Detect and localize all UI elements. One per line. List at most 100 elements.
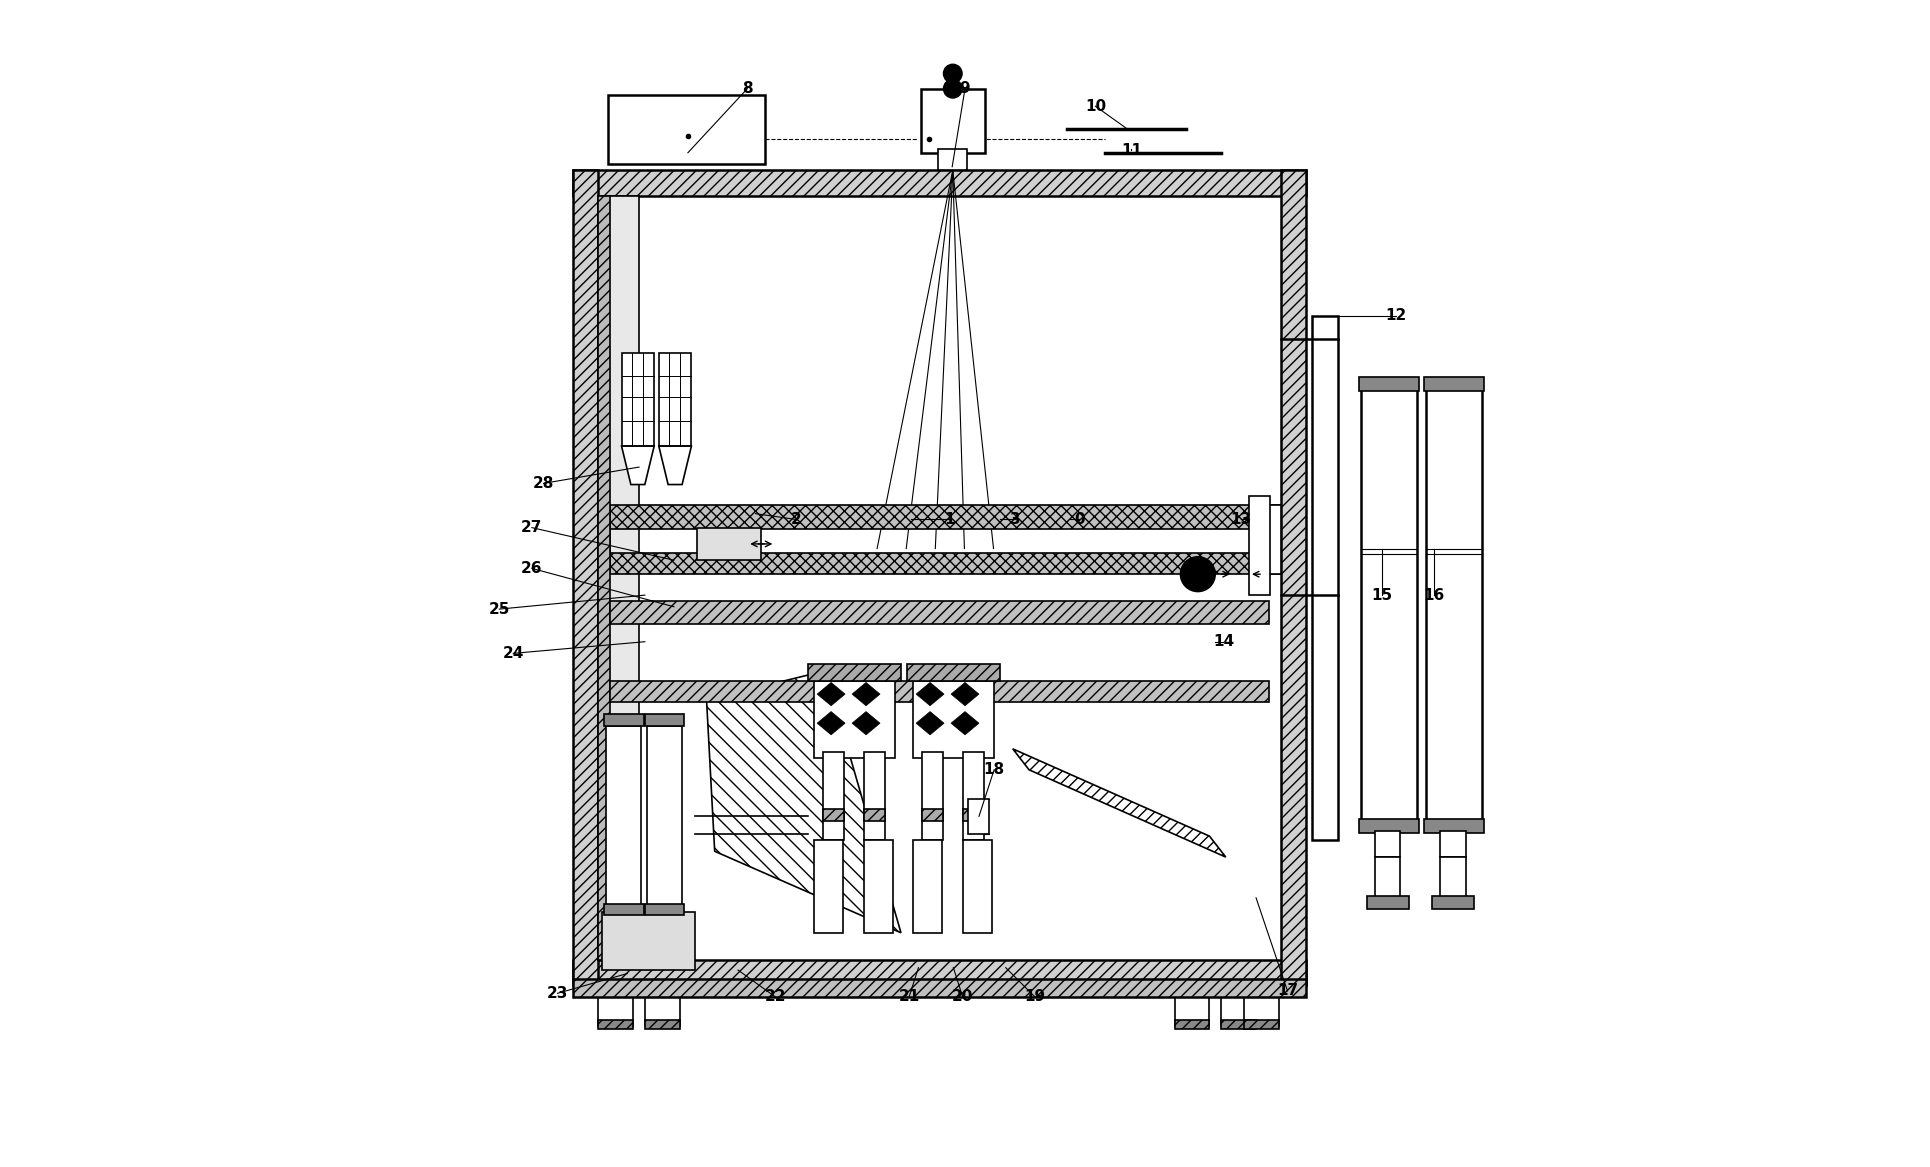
Bar [809, 664, 901, 682]
Bar [647, 726, 681, 911]
Bar [921, 89, 984, 153]
Circle shape [944, 64, 961, 83]
Text: 26: 26 [521, 561, 542, 575]
Text: 11: 11 [1121, 142, 1143, 158]
Bar [865, 810, 884, 822]
Bar [1268, 505, 1280, 574]
Bar [1312, 316, 1337, 839]
Bar [1426, 385, 1482, 829]
Text: 16: 16 [1424, 588, 1446, 602]
Bar [814, 682, 896, 759]
Bar [645, 714, 685, 726]
Bar [1366, 895, 1409, 909]
Bar [822, 810, 843, 822]
Text: 14: 14 [1212, 634, 1233, 649]
Text: 2: 2 [791, 512, 801, 527]
Bar [598, 196, 639, 959]
Polygon shape [1013, 749, 1226, 857]
Text: 21: 21 [899, 990, 921, 1005]
Bar [645, 903, 685, 915]
Bar [573, 170, 598, 985]
Bar [1175, 985, 1210, 1026]
Bar [573, 979, 1307, 997]
Bar [604, 714, 645, 726]
Polygon shape [816, 712, 845, 735]
Bar [1249, 496, 1270, 595]
Bar [913, 839, 942, 932]
Bar [1245, 1020, 1280, 1029]
Bar [610, 682, 1268, 703]
Bar [608, 95, 764, 165]
Bar [963, 753, 984, 839]
Text: 15: 15 [1370, 588, 1392, 602]
Bar [1361, 385, 1417, 829]
Bar [913, 682, 994, 759]
Bar [1280, 170, 1307, 985]
Bar [1440, 831, 1465, 857]
Bar [658, 352, 691, 446]
Text: 10: 10 [1085, 99, 1106, 113]
Bar [963, 810, 984, 822]
Bar [621, 352, 654, 446]
Bar [1424, 819, 1484, 832]
Text: 19: 19 [1025, 990, 1046, 1005]
Bar [969, 799, 990, 833]
Bar [697, 527, 760, 560]
Bar [1374, 857, 1401, 897]
Bar [602, 911, 695, 970]
Text: 18: 18 [984, 762, 1006, 777]
Polygon shape [658, 446, 691, 484]
Bar [604, 903, 645, 915]
Bar [1440, 857, 1465, 897]
Text: 27: 27 [521, 520, 542, 536]
Text: 25: 25 [488, 602, 510, 616]
Bar [598, 985, 633, 1026]
Polygon shape [917, 683, 944, 706]
Polygon shape [816, 683, 845, 706]
Bar [938, 149, 967, 170]
Bar [1245, 985, 1280, 1026]
Bar [645, 1020, 679, 1029]
Bar [573, 170, 1307, 196]
Polygon shape [951, 712, 979, 735]
Bar [598, 505, 1280, 529]
Bar [573, 959, 1307, 985]
Bar [1359, 377, 1419, 391]
Bar [598, 505, 610, 574]
Text: 17: 17 [1278, 984, 1299, 999]
Bar [907, 664, 1000, 682]
Bar [598, 196, 1280, 959]
Bar [1374, 831, 1401, 857]
Bar [1222, 985, 1256, 1026]
Text: 28: 28 [533, 476, 554, 491]
Text: 12: 12 [1386, 308, 1407, 323]
Text: 13: 13 [1229, 512, 1251, 527]
Text: 22: 22 [764, 990, 786, 1005]
Bar [865, 753, 884, 839]
Bar [606, 726, 641, 911]
Circle shape [944, 79, 961, 98]
Polygon shape [851, 712, 880, 735]
Text: 24: 24 [502, 645, 523, 661]
Text: 23: 23 [546, 986, 567, 1001]
Bar [1432, 895, 1475, 909]
Polygon shape [917, 712, 944, 735]
Bar [610, 601, 1268, 624]
Bar [963, 839, 992, 932]
Bar [923, 810, 944, 822]
Bar [814, 839, 843, 932]
Bar [1359, 819, 1419, 832]
Text: 1: 1 [944, 512, 955, 527]
Text: 3: 3 [1009, 512, 1021, 527]
Text: 0: 0 [1073, 512, 1085, 527]
Polygon shape [706, 671, 901, 932]
Bar [1222, 1020, 1256, 1029]
Text: 20: 20 [951, 990, 973, 1005]
Circle shape [1181, 557, 1216, 592]
Polygon shape [621, 446, 654, 484]
Bar [598, 196, 610, 959]
Bar [645, 985, 679, 1026]
Polygon shape [851, 683, 880, 706]
Polygon shape [951, 683, 979, 706]
Text: 8: 8 [741, 82, 753, 96]
